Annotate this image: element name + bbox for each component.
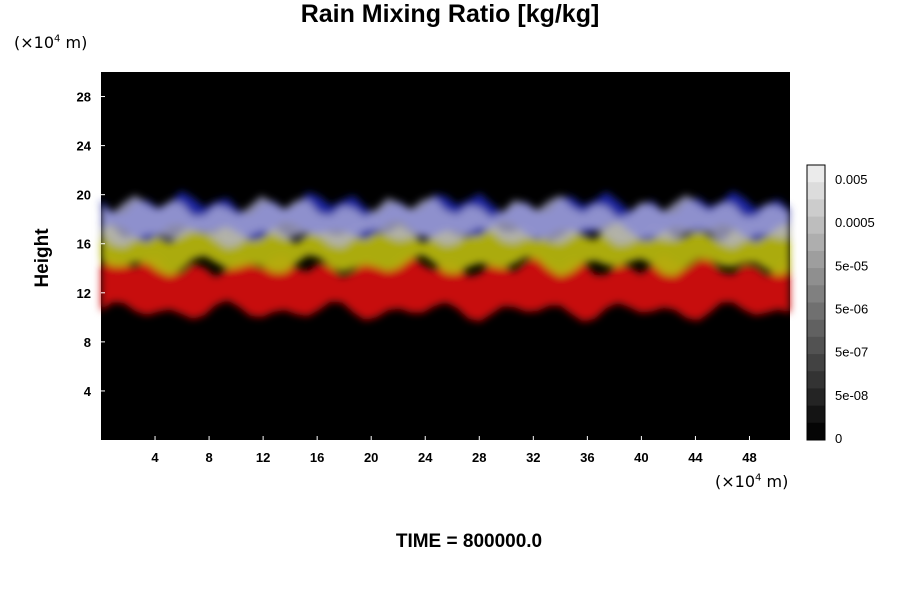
y-tick-label: 4 xyxy=(84,384,92,399)
time-label: TIME = 800000.0 xyxy=(395,531,543,552)
y-axis-ticks: 4 8 12 16 20 24 28 xyxy=(77,90,105,399)
colorbar-border xyxy=(806,164,826,441)
x-axis-ticks: 4 8 12 16 20 24 28 32 36 40 44 48 xyxy=(151,436,757,465)
x-tick-label: 12 xyxy=(256,450,270,465)
x-tick-label: 44 xyxy=(688,450,703,465)
colorbar-label: 5e-08 xyxy=(835,388,868,403)
y-tick-label: 20 xyxy=(77,188,91,203)
colorbar-label: 0 xyxy=(835,431,842,446)
x-tick-label: 4 xyxy=(151,450,159,465)
colorbar-swatch xyxy=(807,165,825,183)
colorbar-swatch xyxy=(807,285,825,303)
colorbar-swatch xyxy=(807,268,825,286)
colorbar-swatch xyxy=(807,319,825,338)
colorbar-swatch xyxy=(807,199,825,218)
colorbar-swatch xyxy=(807,422,825,441)
x-tick-label: 24 xyxy=(418,450,433,465)
colorbar: 0.005 0.0005 5e-05 5e-06 5e-07 5e-08 0 xyxy=(806,164,875,446)
colorbar-swatch xyxy=(807,302,825,321)
y-tick-label: 24 xyxy=(77,139,92,154)
rain-layers xyxy=(101,191,790,322)
y-tick-label: 12 xyxy=(77,286,91,301)
y-axis-unit: (×104 m) xyxy=(14,33,88,52)
colorbar-label: 5e-05 xyxy=(835,258,868,273)
colorbar-swatch xyxy=(807,216,825,235)
colorbar-swatch xyxy=(807,388,825,407)
chart-title: Rain Mixing Ratio [kg/kg] xyxy=(300,0,600,28)
colorbar-swatch xyxy=(807,250,825,269)
colorbar-label: 5e-06 xyxy=(835,302,868,317)
x-axis-unit: (×104 m) xyxy=(715,472,789,491)
colorbar-swatch xyxy=(807,182,825,200)
x-tick-label: 48 xyxy=(742,450,756,465)
x-tick-label: 16 xyxy=(310,450,324,465)
y-tick-label: 16 xyxy=(77,237,91,252)
colorbar-swatch xyxy=(807,233,825,252)
x-tick-label: 40 xyxy=(634,450,648,465)
colorbar-swatch xyxy=(807,371,825,389)
x-tick-label: 32 xyxy=(526,450,540,465)
colorbar-label: 0.005 xyxy=(835,172,868,187)
colorbar-swatch xyxy=(807,336,825,355)
colorbar-swatch xyxy=(807,405,825,424)
colorbar-label: 5e-07 xyxy=(835,345,868,360)
x-tick-label: 28 xyxy=(472,450,486,465)
x-tick-label: 8 xyxy=(205,450,212,465)
colorbar-swatch xyxy=(807,354,825,372)
x-tick-label: 36 xyxy=(580,450,594,465)
y-tick-label: 8 xyxy=(84,335,91,350)
rain-layer-3 xyxy=(101,194,790,249)
x-tick-label: 20 xyxy=(364,450,378,465)
colorbar-label: 0.0005 xyxy=(835,215,875,230)
y-tick-label: 28 xyxy=(77,90,91,105)
